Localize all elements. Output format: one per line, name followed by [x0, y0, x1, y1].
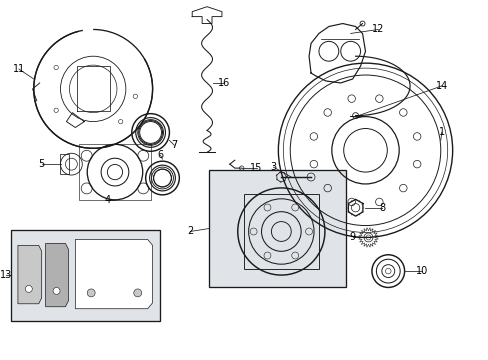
Circle shape	[25, 285, 32, 292]
Bar	[208, 170, 345, 287]
Text: 15: 15	[250, 163, 262, 173]
Polygon shape	[75, 239, 152, 309]
Text: 12: 12	[371, 24, 384, 35]
Text: 2: 2	[187, 226, 193, 237]
Text: 7: 7	[171, 140, 177, 150]
Text: 10: 10	[415, 266, 427, 276]
Text: 11: 11	[13, 64, 25, 74]
Text: 3: 3	[270, 162, 276, 172]
Text: 4: 4	[105, 195, 111, 205]
Text: 14: 14	[435, 81, 447, 91]
Circle shape	[264, 204, 270, 211]
Circle shape	[291, 204, 298, 211]
Text: 6: 6	[157, 150, 163, 160]
Bar	[60, 154, 69, 174]
Text: 5: 5	[39, 159, 45, 169]
Circle shape	[87, 289, 95, 297]
Circle shape	[264, 252, 270, 259]
Bar	[79, 144, 151, 200]
Circle shape	[134, 289, 142, 297]
Polygon shape	[45, 243, 68, 307]
Bar	[243, 194, 318, 269]
Text: 16: 16	[217, 78, 229, 88]
Circle shape	[305, 228, 312, 235]
Circle shape	[53, 287, 60, 294]
Text: 8: 8	[379, 203, 385, 213]
Polygon shape	[18, 246, 41, 304]
Circle shape	[250, 228, 257, 235]
Text: 9: 9	[349, 233, 355, 242]
Bar	[11, 230, 159, 321]
Text: 13: 13	[0, 270, 12, 280]
Circle shape	[291, 252, 298, 259]
Text: 1: 1	[438, 127, 444, 138]
